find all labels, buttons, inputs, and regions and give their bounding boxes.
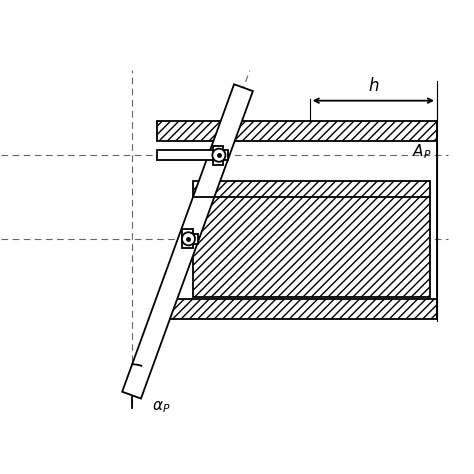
Bar bbox=[157, 121, 437, 141]
Bar bbox=[193, 181, 429, 297]
Circle shape bbox=[182, 232, 195, 246]
Bar bbox=[157, 150, 228, 160]
Polygon shape bbox=[122, 84, 253, 399]
Bar bbox=[213, 146, 223, 164]
Bar bbox=[157, 299, 437, 319]
Circle shape bbox=[212, 149, 226, 162]
Bar bbox=[193, 234, 198, 244]
Text: $A_P$: $A_P$ bbox=[412, 143, 431, 161]
Text: $\alpha_P$: $\alpha_P$ bbox=[152, 400, 170, 415]
Bar bbox=[182, 229, 192, 248]
Text: $h$: $h$ bbox=[368, 77, 379, 95]
